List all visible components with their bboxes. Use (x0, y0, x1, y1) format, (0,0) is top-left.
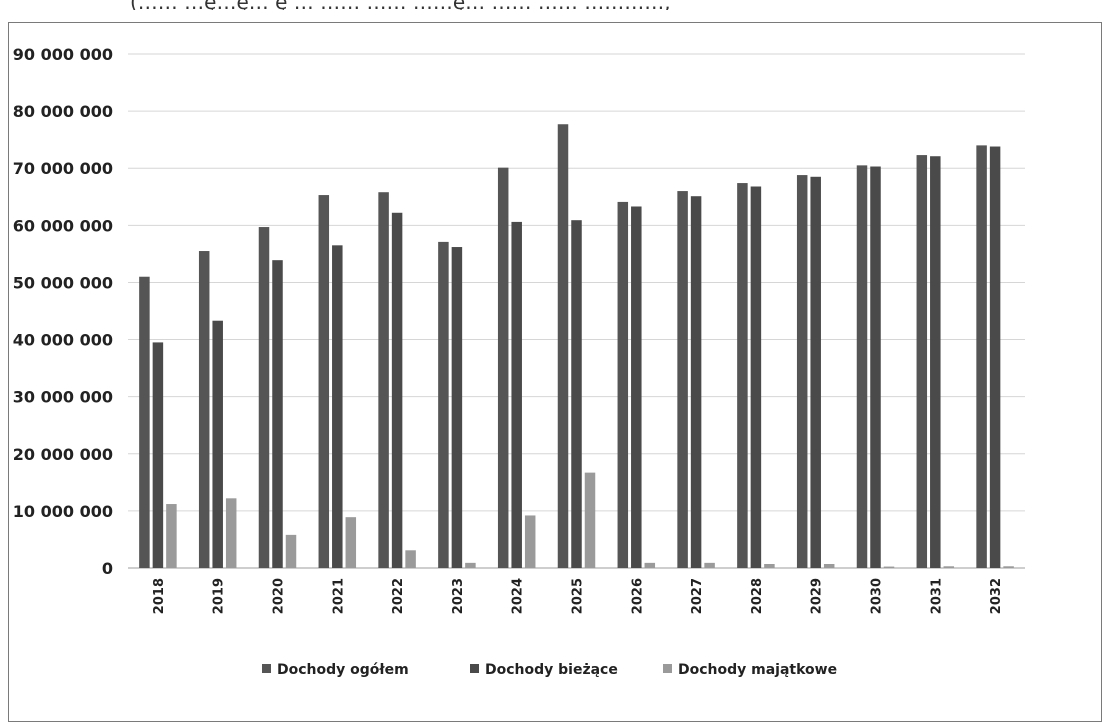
bar-2029-3 (823, 564, 835, 568)
bar-2027-1 (677, 191, 688, 569)
y-tick-label: 50 000 000 (13, 273, 113, 292)
bar-2032-2 (989, 146, 1001, 568)
bar-2023-3 (465, 562, 476, 568)
legend-swatch-1 (262, 664, 271, 673)
bar-2032-1 (976, 145, 987, 568)
x-tick-label: 2022 (391, 578, 406, 614)
legend-swatch-3 (663, 664, 672, 673)
bar-2026-3 (644, 562, 656, 568)
bar-2029-1 (796, 175, 808, 568)
x-tick-label: 2026 (630, 578, 645, 614)
x-tick-label: 2030 (870, 578, 885, 614)
bar-2024-3 (524, 515, 536, 568)
y-tick-label: 80 000 000 (13, 102, 113, 121)
bar-2018-1 (139, 276, 150, 568)
bar-2028-2 (750, 186, 762, 568)
x-tick-label: 2018 (152, 578, 167, 614)
bar-2023-2 (451, 247, 463, 568)
x-tick-label: 2025 (571, 578, 586, 614)
bar-2020-1 (258, 227, 270, 568)
bar-2028-1 (737, 183, 748, 568)
y-tick-label: 60 000 000 (13, 216, 113, 235)
legend-swatch-2 (470, 664, 479, 673)
x-tick-label: 2032 (989, 578, 1004, 614)
bar-2025-1 (557, 124, 569, 568)
x-tick-label: 2021 (331, 578, 346, 614)
bar-2022-2 (391, 212, 403, 568)
bar-2025-3 (584, 472, 596, 568)
bar-2026-1 (617, 201, 629, 568)
y-tick-label: 90 000 000 (13, 45, 113, 64)
bar-2023-1 (438, 241, 449, 568)
x-tick-label: 2027 (690, 578, 705, 614)
x-tick-label: 2019 (212, 578, 227, 614)
x-tick-label: 2024 (511, 578, 526, 614)
legend-label-2: Dochody bieżące (485, 662, 618, 678)
y-tick-label: 20 000 000 (13, 445, 113, 464)
bar-2022-3 (405, 550, 416, 568)
bar-2030-2 (870, 166, 881, 568)
x-tick-label: 2031 (929, 578, 944, 614)
y-tick-label: 0 (102, 559, 113, 578)
bar-2018-3 (166, 504, 177, 568)
x-tick-label: 2023 (451, 578, 466, 614)
bar-2019-1 (198, 251, 210, 569)
bar-2030-1 (856, 165, 868, 568)
x-tick-label: 2028 (750, 578, 765, 614)
bar-2019-3 (225, 498, 237, 568)
page-header-text: (…… …ę…ę… ę … …… …… ……ę… …… …… …………, (130, 0, 1030, 10)
bar-2020-2 (272, 260, 283, 568)
bar-2018-2 (152, 342, 164, 568)
bar-2021-3 (345, 517, 357, 568)
bar-2032-3 (1003, 566, 1014, 568)
bar-2030-3 (883, 566, 895, 568)
bar-2026-2 (631, 206, 642, 568)
x-tick-label: 2029 (810, 578, 825, 614)
bar-2031-1 (916, 155, 928, 568)
bar-2028-3 (764, 564, 775, 568)
bar-2029-2 (810, 176, 821, 569)
legend-label-3: Dochody majątkowe (678, 662, 837, 678)
bar-2022-1 (378, 192, 389, 568)
bar-2025-2 (571, 220, 582, 568)
y-tick-label: 30 000 000 (13, 388, 113, 407)
legend-label-1: Dochody ogółem (277, 662, 409, 678)
bar-2031-2 (930, 156, 941, 568)
bar-2021-2 (332, 245, 343, 569)
bar-2020-3 (285, 534, 297, 568)
bar-2021-1 (318, 195, 330, 568)
bar-2024-1 (497, 167, 509, 568)
bar-2019-2 (212, 320, 223, 568)
bar-2031-3 (943, 566, 955, 568)
bar-2027-3 (704, 562, 715, 568)
y-tick-label: 40 000 000 (13, 331, 113, 350)
y-tick-label: 10 000 000 (13, 502, 113, 521)
bar-2024-2 (511, 221, 522, 568)
x-tick-label: 2020 (272, 578, 287, 614)
bar-2027-2 (690, 196, 702, 568)
y-tick-label: 70 000 000 (13, 159, 113, 178)
